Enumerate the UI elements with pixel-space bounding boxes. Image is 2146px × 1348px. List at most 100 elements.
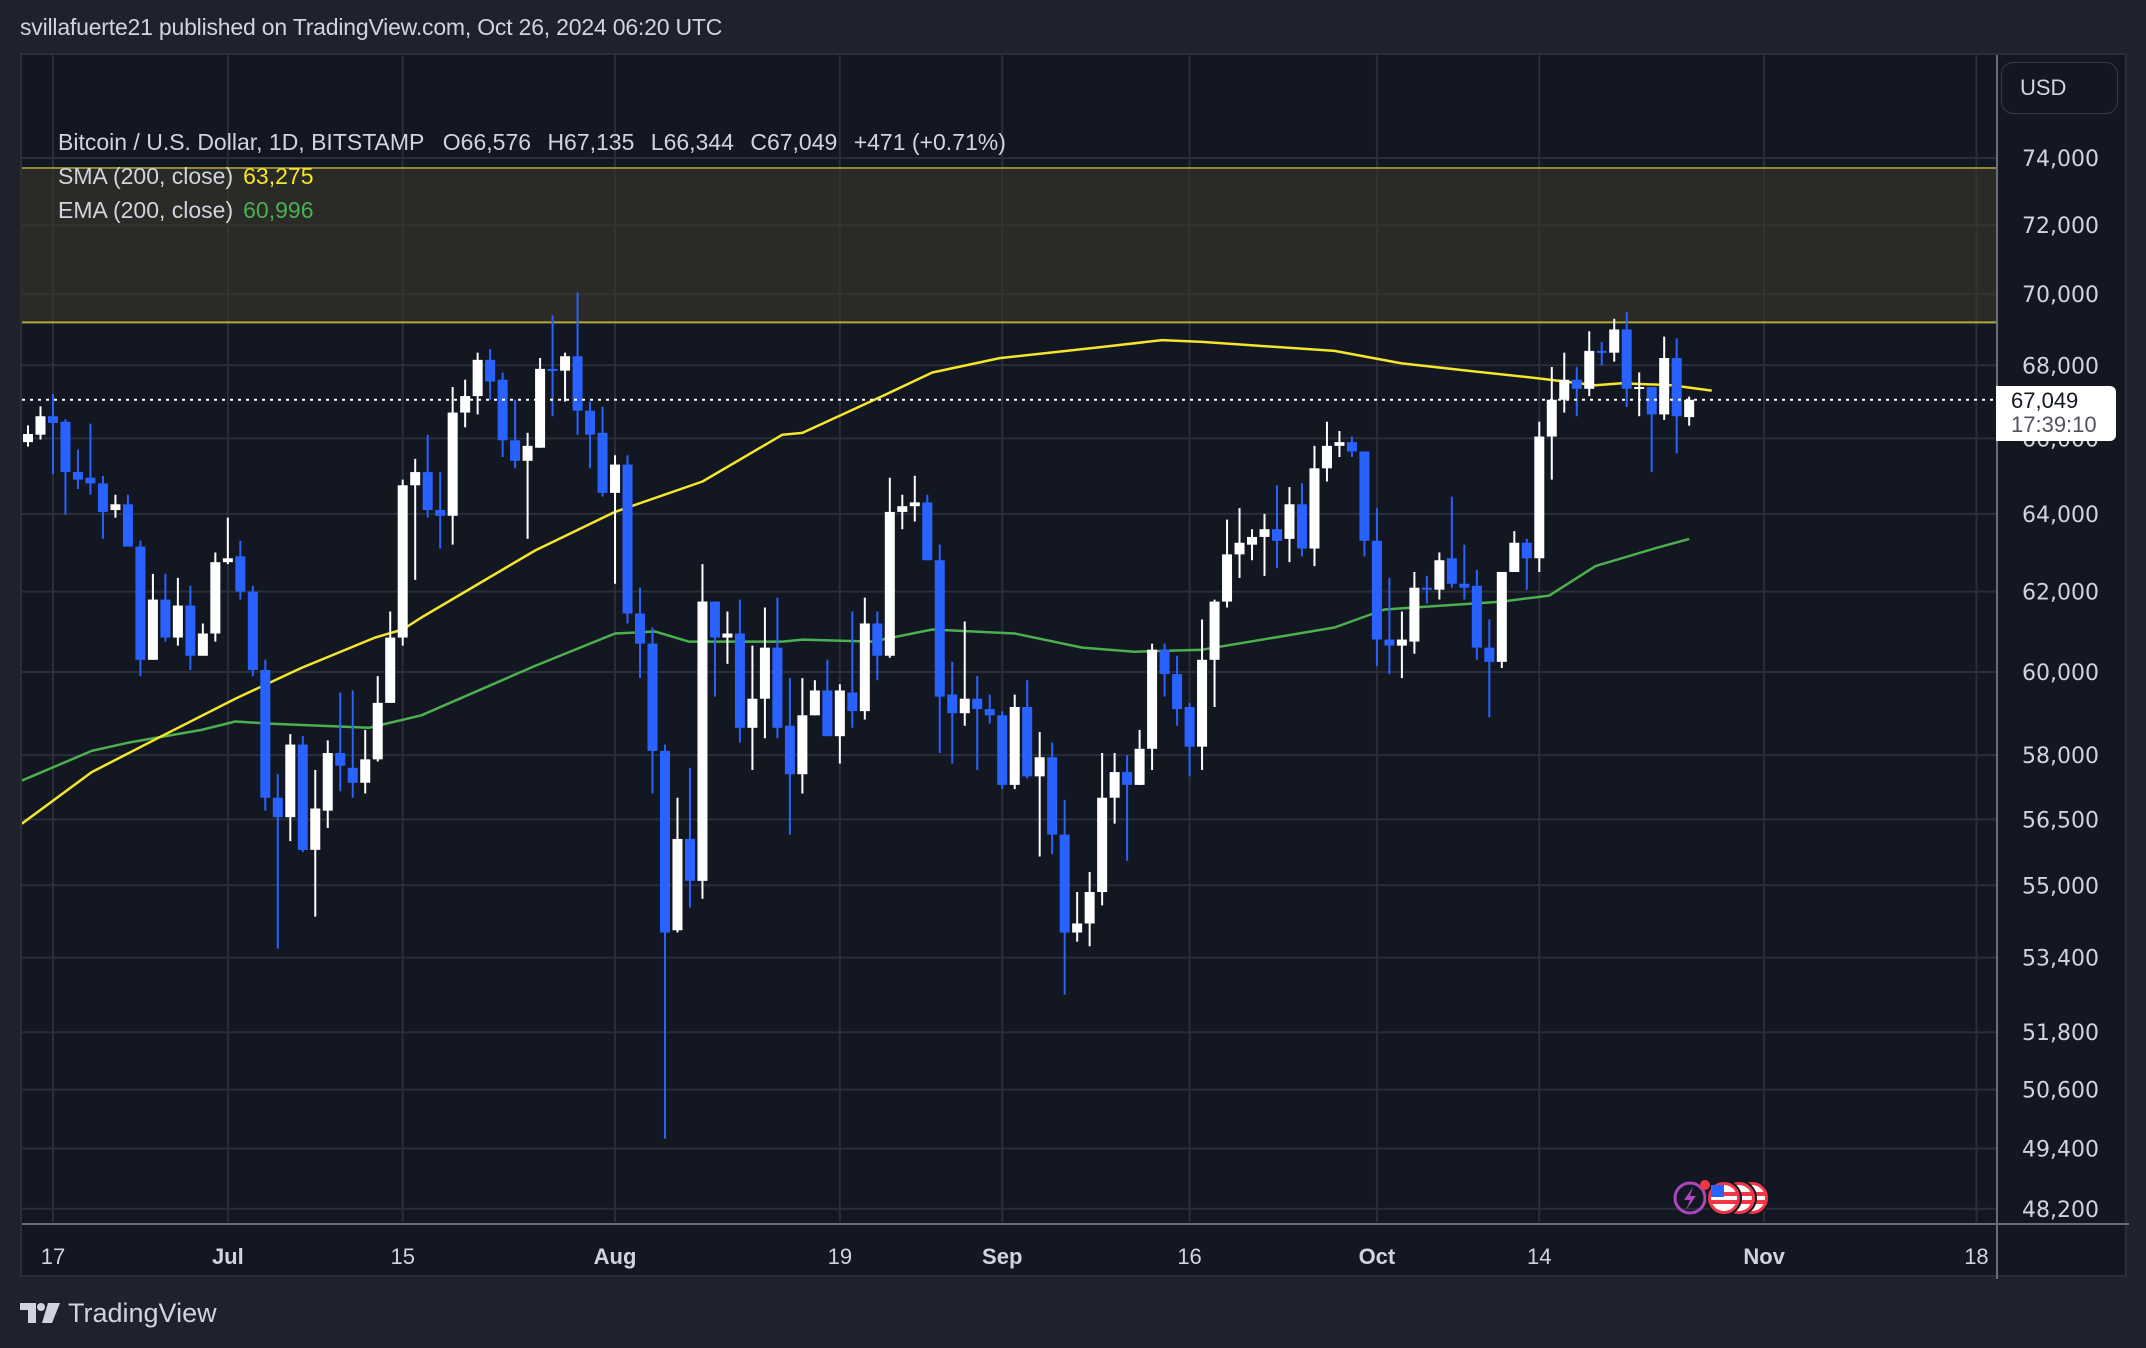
candle-down <box>135 546 146 660</box>
candle-down <box>847 692 858 712</box>
candle-up <box>385 637 396 703</box>
price-tick-label: 48,200 <box>2022 1198 2099 1223</box>
candle-up <box>1309 468 1320 549</box>
candle-down <box>822 690 833 737</box>
candle-up <box>522 445 533 461</box>
high-value: H67,135 <box>547 129 635 155</box>
price-tick-label: 49,400 <box>2022 1137 2099 1162</box>
candle-down <box>684 838 695 881</box>
price-tick-label: 62,000 <box>2022 581 2099 606</box>
candle-down <box>1621 329 1632 389</box>
symbol-row: Bitcoin / U.S. Dollar, 1D, BITSTAMP O66,… <box>58 125 1016 159</box>
tradingview-brand-text: TradingView <box>68 1297 217 1328</box>
candle-down <box>1047 757 1058 835</box>
last-price-value: 67,049 <box>2011 388 2079 413</box>
ema-200-line <box>22 537 1690 782</box>
candle-up <box>859 623 870 712</box>
candle-up <box>360 759 371 783</box>
candle-up <box>1247 536 1258 545</box>
candle-down <box>160 599 171 638</box>
candle-up <box>1546 399 1557 437</box>
lightning-glyph-icon <box>1684 1187 1696 1210</box>
candle-down <box>1671 358 1682 417</box>
publish-info: svillafuerte21 published on TradingView.… <box>20 14 723 40</box>
us-flag-event-icon[interactable] <box>1706 1180 1770 1216</box>
time-tick-label: 16 <box>1177 1244 1201 1269</box>
resistance-zone <box>22 166 1997 324</box>
sma-value: 63,275 <box>243 163 314 189</box>
ema-value: 60,996 <box>243 197 314 223</box>
economic-events[interactable] <box>1673 1180 1770 1216</box>
candle-down <box>1122 772 1133 785</box>
candle-down <box>1296 504 1307 549</box>
time-tick-label: 15 <box>390 1244 414 1269</box>
candle-up <box>1609 329 1620 353</box>
candle-down <box>572 356 583 411</box>
candle-up <box>1559 379 1570 400</box>
open-value: O66,576 <box>442 129 532 155</box>
candle-down <box>347 767 358 783</box>
candle-up <box>1109 772 1120 798</box>
candle-down <box>185 605 196 656</box>
candle-down <box>947 694 958 714</box>
symbol-title[interactable]: Bitcoin / U.S. Dollar, 1D, BITSTAMP <box>58 129 425 155</box>
candle-down <box>97 483 108 512</box>
price-tick-label: 58,000 <box>2022 744 2099 769</box>
tradingview-logo[interactable]: TradingView <box>20 1297 217 1328</box>
candle-up <box>222 558 233 563</box>
time-tick-label: Oct <box>1359 1244 1396 1269</box>
candle-up <box>697 601 708 881</box>
sma-200-line <box>22 338 1712 825</box>
candle-up <box>1197 659 1208 747</box>
grid-lines <box>22 55 1997 1222</box>
candle-down <box>47 416 58 423</box>
candle-down <box>622 464 633 614</box>
candle-down <box>1272 529 1282 541</box>
time-tick-label: 19 <box>828 1244 852 1269</box>
candle-down <box>60 421 71 473</box>
time-tick-label: 17 <box>41 1244 65 1269</box>
candle-down <box>1646 386 1657 415</box>
candle-down <box>1059 834 1070 933</box>
candle-up <box>610 464 621 493</box>
candle-down <box>497 379 508 441</box>
candle-up <box>959 698 970 714</box>
candle-up <box>1434 560 1445 590</box>
candle-up <box>884 511 895 656</box>
candle-up <box>447 412 458 516</box>
time-tick-label: 18 <box>1964 1244 1988 1269</box>
candle-up <box>1334 442 1345 446</box>
candle-down <box>1359 451 1370 541</box>
candle-down <box>709 601 720 638</box>
candle-up <box>1396 639 1407 646</box>
lightning-event-icon[interactable] <box>1673 1181 1707 1215</box>
chart-panel[interactable]: 74,00072,00070,00068,00066,00064,00062,0… <box>20 53 2129 1279</box>
candle-up <box>1147 649 1158 749</box>
ema-row[interactable]: EMA (200, close) 60,996 <box>58 193 1016 227</box>
candle-up <box>1084 891 1095 924</box>
candle-up <box>210 562 221 634</box>
candle-up <box>1284 504 1295 539</box>
candle-up <box>672 838 683 931</box>
candle-up <box>809 690 820 716</box>
price-tick-label: 56,500 <box>2022 808 2099 833</box>
candle-up <box>1072 923 1083 933</box>
sma-row[interactable]: SMA (200, close) 63,275 <box>58 159 1016 193</box>
currency-button[interactable]: USD <box>2001 62 2118 114</box>
candle-down <box>597 432 608 493</box>
candle-down <box>984 709 995 716</box>
candle-down <box>1346 442 1357 452</box>
candle-up <box>797 715 808 775</box>
candle-up <box>285 744 296 818</box>
candle-down <box>784 725 795 775</box>
candle-up <box>535 368 546 448</box>
candle-up <box>460 396 471 413</box>
candle-down <box>659 750 670 933</box>
candle-up <box>759 647 770 699</box>
price-chart[interactable]: 74,00072,00070,00068,00066,00064,00062,0… <box>22 55 2129 1279</box>
candle-down <box>1371 540 1382 640</box>
candle-down <box>734 633 745 728</box>
candle-down <box>1521 542 1532 559</box>
candle-down <box>1446 558 1457 584</box>
candle-up <box>1259 529 1270 537</box>
